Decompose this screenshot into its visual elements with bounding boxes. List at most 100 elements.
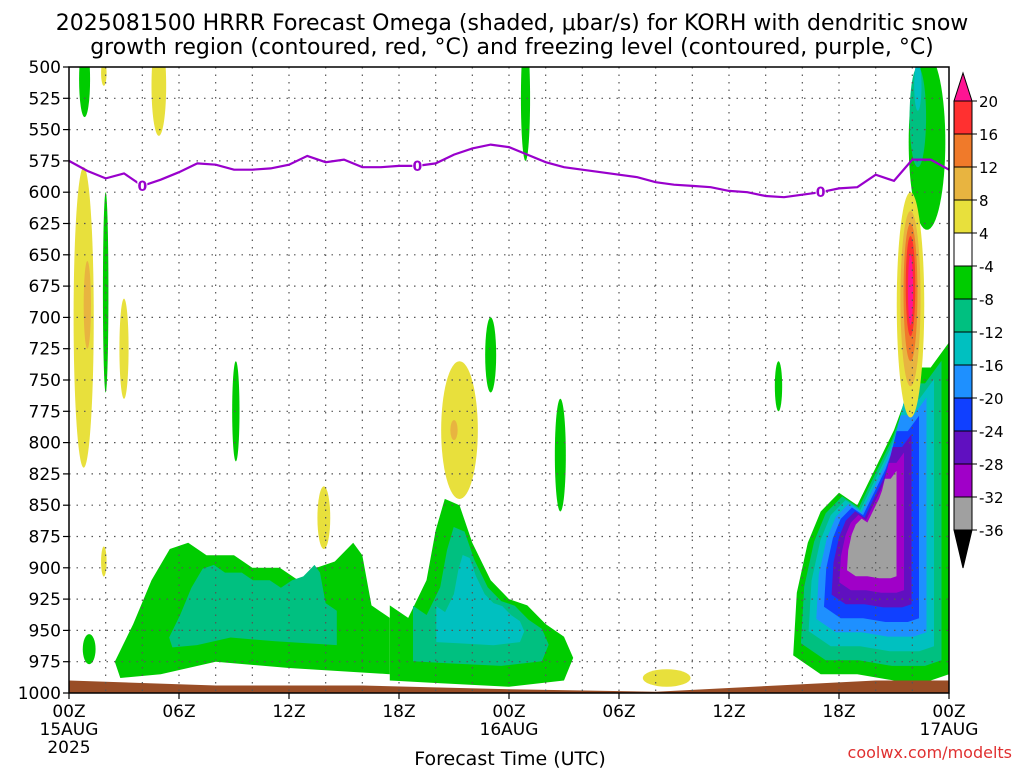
omega-feature-9 bbox=[441, 361, 478, 499]
y-tick-label: 850 bbox=[29, 496, 61, 516]
freezing-label-bg-0 bbox=[137, 178, 148, 193]
y-tick-label: 500 bbox=[29, 58, 61, 78]
colorbar-label: 8 bbox=[979, 192, 989, 210]
omega-feature-1 bbox=[101, 67, 107, 86]
omega-feature-16 bbox=[642, 669, 691, 687]
colorbar: 20 16 12 8 4 -4 -8 -12 -16 -20 -24 -28 -32 -36 bbox=[953, 71, 1004, 569]
y-tick-label: 950 bbox=[29, 621, 61, 641]
omega-feature-13 bbox=[317, 486, 331, 550]
colorbar-segment bbox=[953, 364, 973, 399]
x-tick-label: 18Z bbox=[822, 702, 855, 722]
x-tick-date-label: 17AUG bbox=[920, 720, 979, 740]
y-tick-label: 725 bbox=[29, 340, 61, 360]
freezing-label-bg-2 bbox=[815, 185, 826, 200]
y-tick-label: 675 bbox=[29, 277, 61, 297]
y-tick-label: 925 bbox=[29, 590, 61, 610]
freezing-level-label: 0 bbox=[816, 185, 826, 201]
freezing-level-label: 0 bbox=[137, 179, 147, 195]
y-tick-label: 600 bbox=[29, 183, 61, 203]
x-tick-date-label: 15AUG bbox=[40, 720, 99, 740]
colorbar-segment bbox=[953, 265, 973, 300]
omega-feature-25 bbox=[907, 254, 914, 325]
freezing-label-bg-1 bbox=[412, 158, 423, 173]
y-tick-label: 525 bbox=[29, 89, 61, 109]
omega-feature-7 bbox=[119, 298, 129, 399]
colorbar-label: 16 bbox=[979, 126, 998, 144]
freezing-level-label: 0 bbox=[412, 159, 422, 175]
omega-feature-10 bbox=[450, 420, 458, 441]
omega-feature-3 bbox=[520, 67, 531, 161]
omega-feature-2 bbox=[151, 67, 167, 136]
x-tick-label: 00Z bbox=[52, 702, 85, 722]
colorbar-label: -32 bbox=[979, 489, 1004, 507]
colorbar-segment bbox=[953, 331, 973, 366]
y-tick-label: 1000 bbox=[18, 684, 61, 704]
colorbar-segment bbox=[953, 496, 973, 531]
omega-feature-0 bbox=[79, 67, 91, 118]
omega-feature-4 bbox=[73, 167, 94, 468]
omega-feature-5 bbox=[83, 261, 92, 349]
colorbar-top-arrow bbox=[953, 71, 973, 102]
colorbar-segment bbox=[953, 430, 973, 465]
x-tick-label: 00Z bbox=[932, 702, 965, 722]
omega-feature-8 bbox=[232, 361, 240, 462]
colorbar-label: -12 bbox=[979, 324, 1004, 342]
y-tick-label: 975 bbox=[29, 653, 61, 673]
x-tick-label: 18Z bbox=[382, 702, 415, 722]
x-tick-label: 12Z bbox=[712, 702, 745, 722]
omega-feature-17 bbox=[774, 361, 783, 412]
chart-title-line1: 2025081500 HRRR Forecast Omega (shaded, … bbox=[56, 11, 969, 36]
credit-text: coolwx.com/modelts bbox=[848, 743, 1012, 762]
x-tick-label: 12Z bbox=[272, 702, 305, 722]
x-tick-label: 00Z bbox=[492, 702, 525, 722]
colorbar-segment bbox=[953, 133, 973, 168]
colorbar-segment bbox=[953, 100, 973, 135]
colorbar-label: -36 bbox=[979, 522, 1004, 540]
x-tick-label: 06Z bbox=[602, 702, 635, 722]
x-tick-label: 06Z bbox=[162, 702, 195, 722]
colorbar-segment bbox=[953, 463, 973, 498]
y-tick-label: 775 bbox=[29, 402, 61, 422]
x-axis-label: Forecast Time (UTC) bbox=[414, 748, 605, 768]
y-tick-label: 900 bbox=[29, 559, 61, 579]
omega-blob-0-band-1 bbox=[169, 564, 337, 648]
omega-blob-2-band-7 bbox=[847, 470, 897, 579]
omega-blob-1-band-2 bbox=[436, 555, 525, 646]
colorbar-segment bbox=[953, 199, 973, 234]
omega-feature-11 bbox=[485, 317, 497, 393]
y-tick-label: 550 bbox=[29, 121, 61, 141]
y-tick-label: 625 bbox=[29, 215, 61, 235]
y-tick-label: 825 bbox=[29, 465, 61, 485]
colorbar-label: -8 bbox=[979, 291, 994, 309]
colorbar-label: -24 bbox=[979, 423, 1004, 441]
y-tick-label: 575 bbox=[29, 152, 61, 172]
y-tick-label: 875 bbox=[29, 528, 61, 548]
colorbar-label: 20 bbox=[979, 93, 998, 111]
y-tick-label: 800 bbox=[29, 434, 61, 454]
y-axis: 500 525 550 575 600 625 650 675 700 725 750 775 800 8… bbox=[18, 58, 69, 704]
colorbar-label: -20 bbox=[979, 390, 1004, 408]
y-tick-label: 650 bbox=[29, 246, 61, 266]
colorbar-segment bbox=[953, 232, 973, 267]
y-tick-label: 700 bbox=[29, 308, 61, 328]
colorbar-label: -16 bbox=[979, 357, 1004, 375]
colorbar-label: 4 bbox=[979, 225, 989, 243]
y-tick-label: 750 bbox=[29, 371, 61, 391]
freezing-level-layer: 0 0 0 bbox=[68, 143, 950, 201]
omega-shading-layer bbox=[73, 67, 949, 687]
omega-feature-12 bbox=[554, 398, 566, 512]
colorbar-segment bbox=[953, 397, 973, 432]
colorbar-segment bbox=[953, 298, 973, 333]
omega-feature-15 bbox=[82, 634, 96, 665]
colorbar-label: -4 bbox=[979, 258, 994, 276]
omega-feature-14 bbox=[101, 546, 107, 577]
chart-title-line2: growth region (contoured, red, °C) and f… bbox=[90, 35, 934, 60]
x-tick-year-label: 2025 bbox=[47, 738, 90, 758]
colorbar-bottom-arrow bbox=[953, 529, 973, 569]
omega-feature-19 bbox=[909, 67, 927, 168]
x-tick-date-label: 16AUG bbox=[480, 720, 539, 740]
omega-feature-20 bbox=[914, 67, 922, 111]
colorbar-label: -28 bbox=[979, 456, 1004, 474]
